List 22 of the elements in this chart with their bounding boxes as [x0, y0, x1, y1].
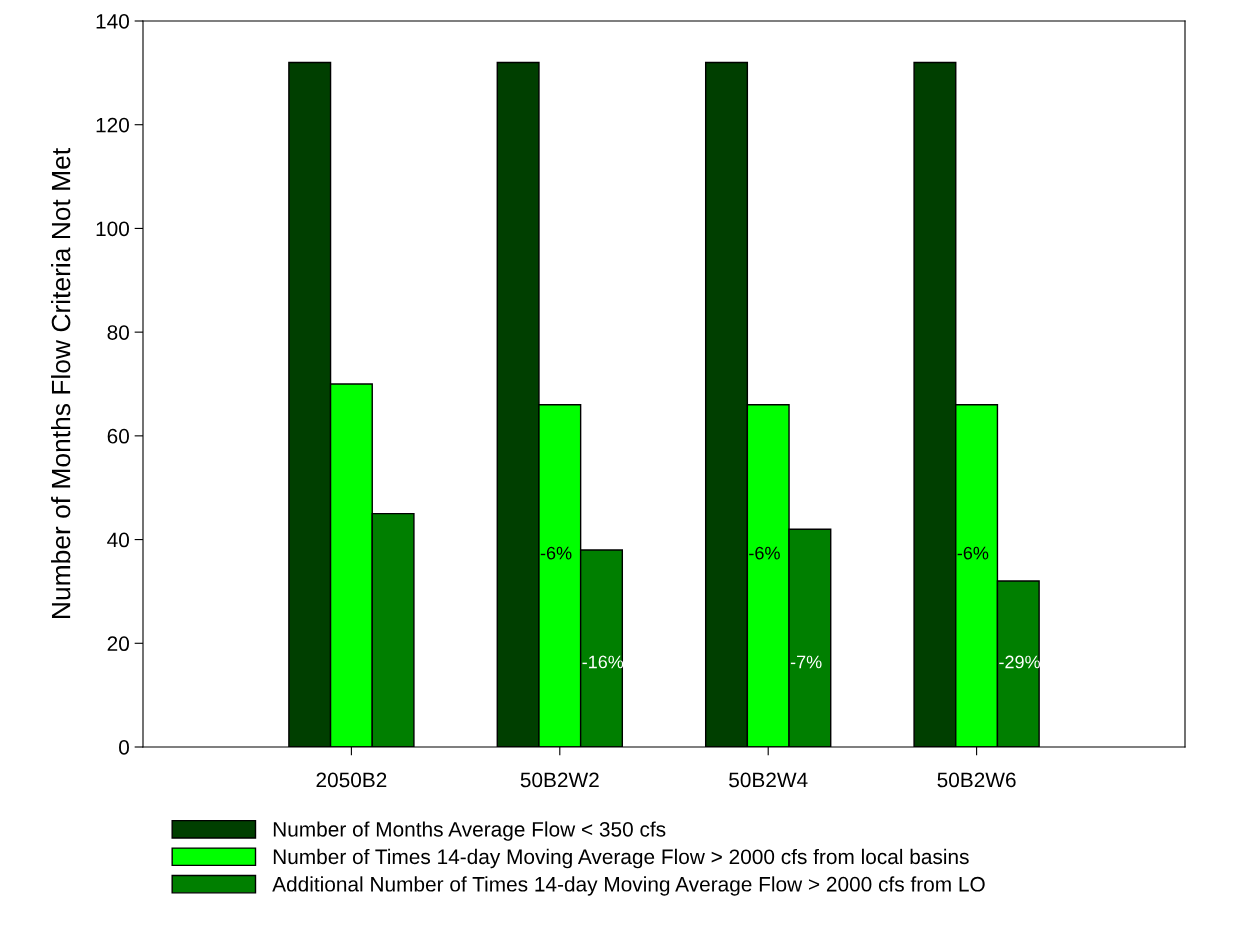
annotation: -6%: [957, 546, 989, 560]
x-tick-label: 50B2W6: [937, 772, 1016, 788]
y-tick-label: 80: [107, 325, 129, 340]
y-tick-label: 20: [107, 636, 129, 652]
legend-label: Additional Number of Times 14-day Moving Average Flow > 2000 cfs from LO: [272, 876, 985, 896]
y-tick-label: 140: [96, 14, 129, 29]
y-tick-label: 60: [107, 428, 129, 444]
annotation: -6%: [540, 546, 572, 560]
x-tick-label: 50B2W4: [729, 772, 808, 788]
y-tick-label: 40: [107, 532, 129, 548]
y-axis-title: Number of Months Flow Criteria Not Met: [51, 148, 71, 618]
annotation: -6%: [749, 546, 780, 560]
y-tick-label: 120: [96, 117, 129, 133]
x-tick-label: 50B2W2: [520, 772, 599, 788]
y-tick-label: 100: [96, 221, 129, 237]
annotation: -29%: [999, 655, 1040, 669]
legend-label: Number of Times 14-day Moving Average Flow > 2000 cfs from local basins: [273, 848, 969, 869]
legend-label: Number of Months Average Flow < 350 cfs: [273, 821, 666, 841]
annotation: -7%: [790, 655, 822, 669]
y-tick-label: 0: [119, 740, 129, 755]
x-tick-label: 2050B2: [316, 772, 387, 788]
annotation: -16%: [582, 655, 624, 669]
